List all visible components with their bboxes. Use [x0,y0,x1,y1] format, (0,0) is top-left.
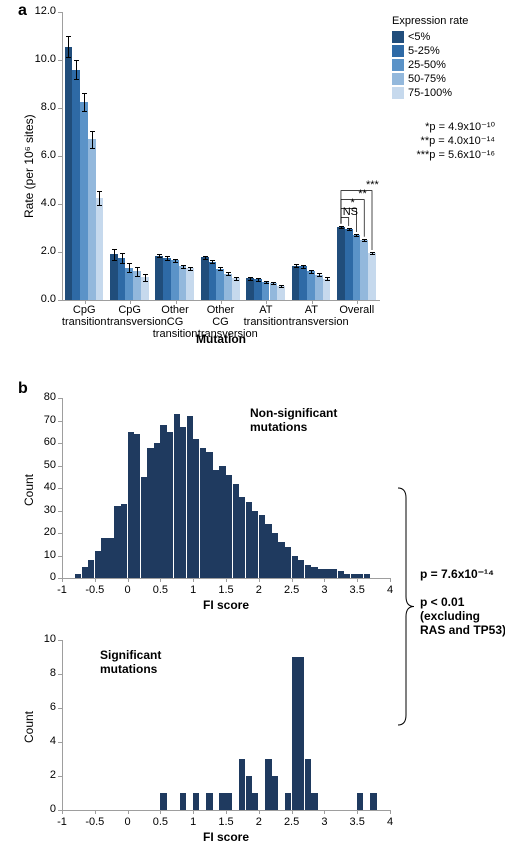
figure: a 0.02.04.06.08.010.012.0Rate (per 10⁶ s… [0,0,505,856]
panel-b: b 01020304050607080-1-0.500.511.522.533.… [0,380,505,856]
panel-a-chart: 0.02.04.06.08.010.012.0Rate (per 10⁶ sit… [0,0,505,380]
panel-b-charts: 01020304050607080-1-0.500.511.522.533.54… [0,380,505,856]
sig-annotation: *** [366,179,396,191]
panel-a: a 0.02.04.06.08.010.012.0Rate (per 10⁶ s… [0,0,505,380]
comparison-annotation: p = 7.6x10⁻¹⁴p < 0.01(excludingRAS and T… [420,567,505,637]
